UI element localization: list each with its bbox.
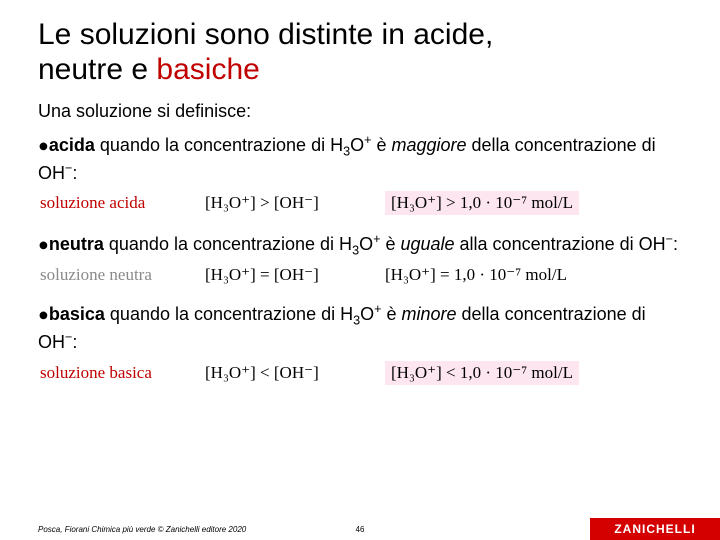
formula-value: [H₃O⁺] < 1,0 · 10⁻⁷ mol/L bbox=[385, 361, 579, 385]
intro-text: Una soluzione si definisce: bbox=[38, 101, 682, 122]
slide-title: Le soluzioni sono distinte in acide, neu… bbox=[38, 18, 682, 87]
bullet-neutra: ●neutra quando la concentrazione di H3O+… bbox=[38, 231, 682, 259]
title-line2a: neutre e bbox=[38, 53, 156, 86]
definition-basica: ●basica quando la concentrazione di H3O+… bbox=[38, 301, 682, 384]
title-line2b: basiche bbox=[156, 53, 259, 86]
page-number: 46 bbox=[356, 525, 365, 534]
formula-acida: soluzione acida [H₃O⁺] > [OH⁻] [H₃O⁺] > … bbox=[38, 191, 682, 215]
bullet-icon: ● bbox=[38, 235, 49, 255]
bullet-acida: ●acida quando la concentrazione di H3O+ … bbox=[38, 132, 682, 185]
definition-neutra: ●neutra quando la concentrazione di H3O+… bbox=[38, 231, 682, 285]
formula-basica: soluzione basica [H₃O⁺] < [OH⁻] [H₃O⁺] <… bbox=[38, 361, 682, 385]
formula-value: [H₃O⁺] > 1,0 · 10⁻⁷ mol/L bbox=[385, 191, 579, 215]
formula-label: soluzione basica bbox=[40, 363, 175, 383]
slide-content: Le soluzioni sono distinte in acide, neu… bbox=[0, 0, 720, 385]
bullet-icon: ● bbox=[38, 136, 49, 156]
formula-value: [H₃O⁺] = 1,0 · 10⁻⁷ mol/L bbox=[385, 265, 567, 285]
slide-footer: Posca, Fiorani Chimica più verde © Zanic… bbox=[0, 518, 720, 540]
formula-relation: [H₃O⁺] < [OH⁻] bbox=[205, 363, 355, 383]
brand-logo: ZANICHELLI bbox=[590, 518, 720, 540]
formula-label: soluzione neutra bbox=[40, 265, 175, 285]
formula-relation: [H₃O⁺] > [OH⁻] bbox=[205, 193, 355, 213]
definition-acida: ●acida quando la concentrazione di H3O+ … bbox=[38, 132, 682, 215]
formula-relation: [H₃O⁺] = [OH⁻] bbox=[205, 265, 355, 285]
bullet-icon: ● bbox=[38, 305, 49, 325]
footer-credit: Posca, Fiorani Chimica più verde © Zanic… bbox=[0, 525, 246, 534]
title-line1: Le soluzioni sono distinte in acide, bbox=[38, 18, 493, 51]
formula-neutra: soluzione neutra [H₃O⁺] = [OH⁻] [H₃O⁺] =… bbox=[38, 265, 682, 285]
formula-label: soluzione acida bbox=[40, 193, 175, 213]
bullet-basica: ●basica quando la concentrazione di H3O+… bbox=[38, 301, 682, 354]
